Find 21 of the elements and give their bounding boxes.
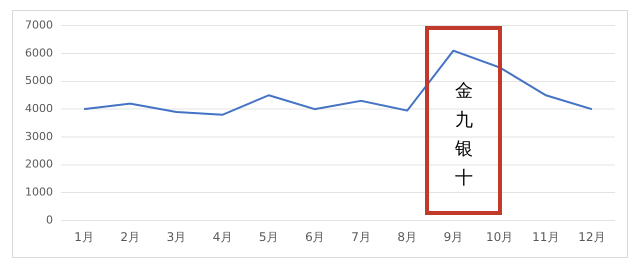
annotation: 金九银十 [454,80,473,188]
x-tick-label: 10月 [486,230,514,244]
y-tick-label: 2000 [24,158,53,171]
y-tick-label: 7000 [24,18,53,32]
x-tick-label: 1月 [74,230,94,244]
x-tick-label: 8月 [397,230,418,244]
x-tick-label: 3月 [166,230,186,244]
y-tick-label: 6000 [24,46,53,60]
x-tick-label: 11月 [532,230,560,244]
y-tick-label: 0 [46,213,53,226]
x-tick-label: 6月 [305,230,325,244]
y-tick-label: 1000 [24,186,53,199]
y-tick-label: 3000 [24,130,53,143]
x-tick-label: 5月 [258,230,279,244]
x-tick-label: 12月 [578,230,606,244]
y-tick-label: 4000 [24,102,53,116]
x-tick-label: 2月 [120,230,140,244]
y-tick-label: 5000 [24,74,53,88]
x-tick-label: 4月 [212,230,232,244]
x-tick-label: 7月 [351,230,371,244]
x-tick-label: 9月 [444,230,464,244]
